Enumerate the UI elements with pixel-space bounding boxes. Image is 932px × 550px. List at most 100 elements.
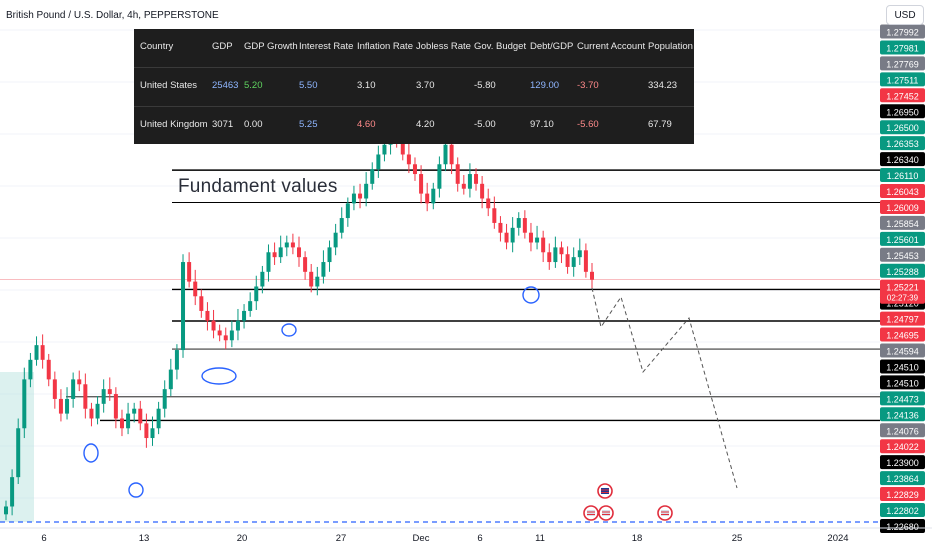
price-axis-label: 1.24473 <box>880 391 925 406</box>
table-cell: 5.50 <box>299 80 318 91</box>
candle-body <box>370 169 375 184</box>
candle-body <box>522 218 527 233</box>
x-tick-label: 13 <box>139 533 150 544</box>
candle-body <box>339 218 344 233</box>
price-axis-label: 1.25601 <box>880 231 925 246</box>
candle-body <box>65 398 70 414</box>
candle-body <box>437 164 442 189</box>
candle-body <box>193 281 198 297</box>
price-axis-label: 1.24076 <box>880 423 925 438</box>
candle-body <box>77 379 82 385</box>
price-axis-label: 1.26043 <box>880 184 925 198</box>
candle-body <box>217 330 222 336</box>
us-flag-icon[interactable] <box>657 505 673 521</box>
table-cell: United States <box>140 80 198 91</box>
candle-body <box>345 203 350 219</box>
price-axis-label: 1.24797 <box>880 311 925 326</box>
svg-text:1.24510: 1.24510 <box>886 378 919 388</box>
svg-text:1.22680: 1.22680 <box>886 522 919 532</box>
svg-text:1.25288: 1.25288 <box>886 267 919 277</box>
price-axis-label: 1.27769 <box>880 56 925 71</box>
candle-body <box>461 183 466 189</box>
candlestick-series <box>4 127 594 521</box>
candle-body <box>382 144 387 155</box>
candle-body <box>211 320 216 331</box>
candle-body <box>248 301 253 311</box>
uk-flag-icon[interactable] <box>597 483 613 499</box>
candle-body <box>455 164 460 184</box>
table-cell: 5.25 <box>299 119 318 130</box>
candle-body <box>187 262 192 282</box>
candle-body <box>46 359 51 380</box>
us-flag-icon[interactable] <box>598 505 614 521</box>
price-axis-label: 1.24695 <box>880 327 925 342</box>
table-cell: 3.10 <box>357 80 376 91</box>
bar-countdown: 02:27:39 <box>887 294 919 303</box>
candle-body <box>242 310 247 321</box>
table-cell: -3.70 <box>577 80 599 91</box>
column-header: Gov. Budget <box>474 41 527 52</box>
candle-body <box>290 242 295 248</box>
column-header: GDP Growth <box>244 41 298 52</box>
candle-body <box>150 428 155 439</box>
svg-text:1.25854: 1.25854 <box>886 219 919 229</box>
candle-body <box>431 188 436 204</box>
candle-body <box>156 408 161 429</box>
candle-body <box>284 242 289 248</box>
price-axis-label: 1.26009 <box>880 199 925 214</box>
candle-body <box>119 418 124 429</box>
svg-text:1.27981: 1.27981 <box>886 43 919 53</box>
candle-body <box>126 413 131 429</box>
table-cell: 5.20 <box>244 80 263 91</box>
x-tick-label: Dec <box>413 533 430 544</box>
candle-body <box>71 379 76 399</box>
table-cell: 25463 <box>212 80 239 91</box>
x-tick-label: 6 <box>41 533 46 544</box>
x-tick-label: 6 <box>477 533 482 544</box>
candle-body <box>327 247 332 263</box>
candle-body <box>297 247 301 258</box>
candle-body <box>565 254 570 267</box>
fundamentals-table: Country GDP GDP Growth Interest Rate Inf… <box>134 29 694 144</box>
time-axis: 6 13 20 27 Dec 6 11 18 25 2024 <box>41 533 848 544</box>
candle-body <box>205 310 210 321</box>
column-header: Inflation Rate <box>357 41 413 52</box>
event-flag-icons <box>583 483 673 521</box>
candle-body <box>419 174 424 194</box>
candle-body <box>498 222 503 233</box>
price-axis-label: 1.23900 <box>880 455 925 470</box>
candle-body <box>144 423 149 439</box>
candle-body <box>278 247 283 258</box>
us-flag-icon[interactable] <box>583 505 599 521</box>
price-axis-label: 1.24510 <box>880 375 925 390</box>
x-tick-label: 20 <box>237 533 248 544</box>
table-row-us: United States 25463 5.20 5.50 3.10 3.70 -5.80 1… <box>134 68 694 106</box>
candle-body <box>321 262 326 277</box>
table-cell: 334.23 <box>648 80 678 91</box>
price-axis-label: 1.26500 <box>880 120 925 135</box>
candle-body <box>199 296 204 311</box>
svg-text:1.26353: 1.26353 <box>886 139 919 149</box>
candle-body <box>309 271 314 287</box>
table-cell: United Kingdom <box>140 119 208 130</box>
table-cell: 4.20 <box>416 119 435 130</box>
svg-text:1.23864: 1.23864 <box>886 474 919 484</box>
candle-body <box>535 237 540 243</box>
svg-text:1.26110: 1.26110 <box>887 171 919 181</box>
candle-body <box>4 506 8 515</box>
candle-body <box>181 262 186 351</box>
candle-body <box>412 164 417 175</box>
candle-body <box>504 232 509 243</box>
candle-body <box>315 276 320 287</box>
marker-ellipse <box>281 323 297 337</box>
price-axis-label: 1.24594 <box>880 343 925 358</box>
price-axis-label: 1.24022 <box>880 439 925 454</box>
candle-body <box>58 398 63 414</box>
price-axis-label: 1.24510 <box>880 359 925 374</box>
candle-body <box>400 139 405 155</box>
candle-body <box>467 174 472 189</box>
currency-selector[interactable]: USD <box>886 5 924 25</box>
candle-body <box>583 250 588 272</box>
svg-text:1.22802: 1.22802 <box>886 506 919 516</box>
